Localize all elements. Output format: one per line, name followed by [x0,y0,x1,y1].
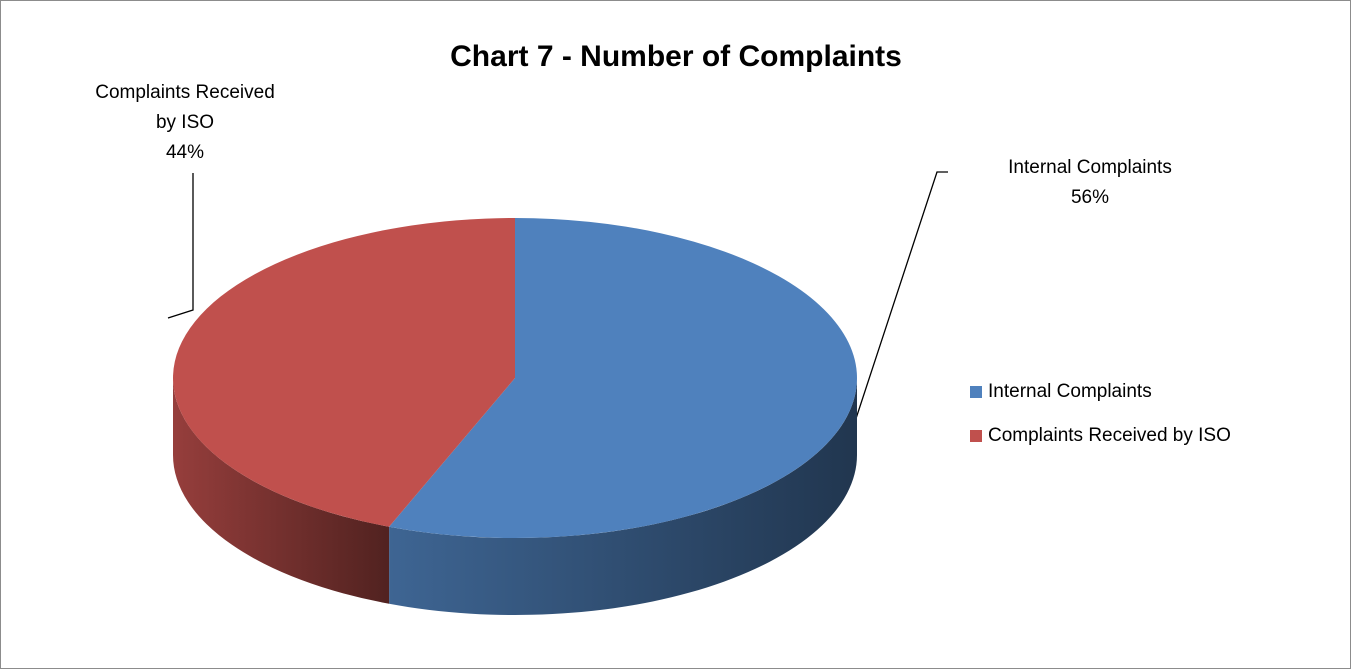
data-label: Complaints Received by ISO 44% [85,78,285,168]
pie-side [173,378,390,604]
data-label-name: Complaints Received by ISO [95,82,275,133]
data-label-value: 44% [165,142,205,163]
legend-label: Complaints Received by ISO [988,425,1231,446]
legend-swatch [970,430,982,442]
pie-slice [389,218,858,538]
pie-slice [173,218,515,527]
data-label-name: Internal Complaints [1008,157,1172,178]
legend: Internal Complaints Complaints Received b… [970,381,1231,446]
pie [173,218,858,615]
legend-swatch [970,386,982,398]
leader-line [844,171,948,453]
pie-side [389,378,857,615]
leader-line [167,173,194,319]
chart-title: Chart 7 - Number of Complaints [450,40,902,73]
data-label: Internal Complaints 56% [965,153,1215,213]
data-label-value: 56% [1070,187,1110,208]
legend-label: Internal Complaints [988,381,1152,402]
